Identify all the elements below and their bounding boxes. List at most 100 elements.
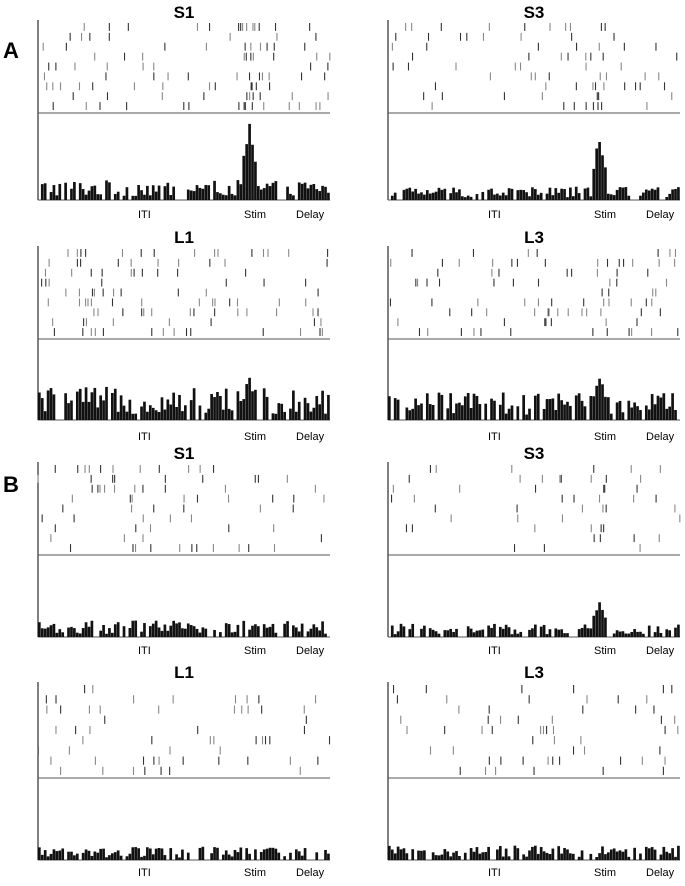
psth-bar [140,190,143,200]
psth-bar [309,411,313,420]
psth-bar [627,195,631,200]
psth-bar [493,400,496,420]
psth-bar [423,194,426,200]
psth-bar [75,853,79,860]
psth-bar [277,852,281,860]
psth-bar [425,190,429,200]
psth-bar [300,623,304,637]
psth-bar [618,187,622,200]
psth-bar [151,623,155,637]
psth-bar [87,190,91,200]
psth-bar [531,628,534,637]
psth-bar [478,853,482,860]
psth-bar [105,386,108,420]
psth-bar [52,623,56,637]
xtick-label-iti: ITI [488,431,501,443]
psth-bar [113,388,117,420]
section-label-a: A [3,38,19,63]
psth-bar [105,180,108,200]
psth-bar [73,182,76,200]
psth-bar [259,189,263,200]
psth-bar [639,631,642,637]
psth-bar [443,849,447,860]
panel-title-b-l1: L1 [174,663,194,682]
psth-bar [146,847,149,860]
psth-bar [227,185,231,200]
psth-bar [534,845,537,860]
psth-bar [551,848,555,860]
panel-title-a-s3: S3 [524,3,545,22]
psth-bar [498,846,502,860]
psth-bar [428,193,432,200]
panel-title-a-l3: L3 [524,228,544,247]
psth-bar [327,394,330,420]
psth-bar [221,409,225,420]
psth-bar [245,848,249,860]
psth-bar [67,851,70,860]
psth-bar [498,195,502,200]
psth-bar [498,404,502,420]
psth-bar [116,191,120,200]
psth-bar [283,623,286,637]
psth-bar [271,847,275,860]
psth-bar [560,853,563,860]
psth-bar [148,626,152,637]
psth-bar [574,395,578,420]
psth-bar [437,187,441,200]
psth-bar [402,848,406,860]
psth-bar [513,629,517,637]
psth-bar [668,193,672,200]
spike-raster [389,249,679,336]
panel-title-b-s1: S1 [174,444,195,463]
psth-bar [216,392,219,420]
psth-bar [420,192,423,200]
psth-bar [621,631,625,637]
psth-bar [154,848,158,860]
psth-bar [49,853,53,860]
psth-bar [545,193,549,200]
psth-bar [151,407,155,420]
psth-bar [411,191,415,200]
psth-bar [662,846,666,860]
psth-bar [318,404,322,420]
psth-bar [43,850,47,860]
psth-bar [262,388,266,420]
psth-bar [580,850,584,860]
psth-bar [181,628,184,637]
psth-bar [525,414,528,420]
psth-bar [55,632,59,637]
psth-bar [624,849,628,860]
psth-bar [618,631,622,637]
psth-bar [519,189,523,200]
psth-bar [163,624,167,637]
psth-bar [280,403,284,420]
psth-bar [143,855,146,860]
psth-bar [405,188,409,200]
psth-bar [577,393,581,420]
psth-bar [402,626,406,637]
panel-a-l1: L1 ITI Stim Delay [37,228,330,443]
psth-bar [87,626,91,637]
psth-bar [236,180,240,200]
psth-bar [469,848,473,860]
psth-bar [81,852,85,860]
psth-bar [154,410,158,420]
psth-bar [99,848,103,860]
psth-bar [134,620,138,637]
psth-bar [236,624,240,637]
psth-bar [189,400,193,420]
psth-bar [428,628,432,637]
psth-bar [248,377,251,420]
psth-bar [405,407,409,420]
psth-bar [633,847,636,860]
psth-bar [49,388,53,420]
psth-bar [224,623,228,637]
psth-bar [472,393,476,420]
psth-bar [75,391,79,420]
psth-bar [257,626,260,637]
psth-bar [452,187,455,200]
xtick-label-delay: Delay [646,431,675,443]
psth-bar [592,396,596,420]
psth-bar [262,624,266,637]
psth-bar [271,623,275,637]
